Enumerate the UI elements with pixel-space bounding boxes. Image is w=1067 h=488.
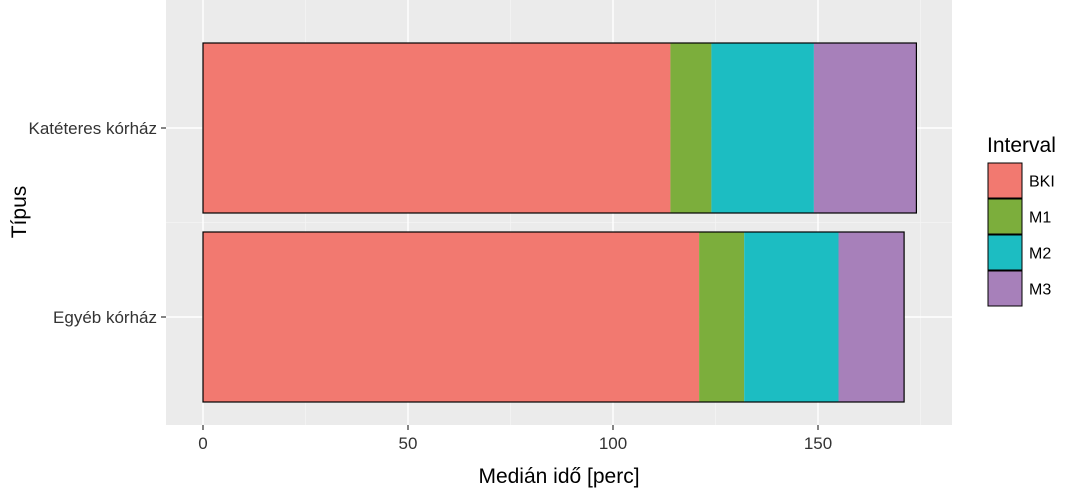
- legend-title: Interval: [987, 134, 1056, 157]
- bar-segment-m2: [744, 232, 839, 402]
- legend: Interval BKI M1 M2 M3: [987, 134, 1056, 307]
- bar-segment-m3: [813, 43, 917, 213]
- x-tick-label: 100: [599, 434, 627, 453]
- y-axis-title: Típus: [8, 186, 31, 239]
- bar-outline: [202, 231, 905, 403]
- x-axis-title: Medián idő [perc]: [478, 465, 639, 488]
- legend-key-m3: [987, 270, 1023, 307]
- legend-label: M3: [1029, 282, 1051, 299]
- legend-label: BKI: [1029, 174, 1055, 191]
- y-axis: Katéteres kórház Egyéb kórház: [28, 119, 166, 327]
- legend-label: M1: [1029, 210, 1051, 227]
- bar-segment-bki: [203, 232, 700, 402]
- legend-label: M2: [1029, 246, 1051, 263]
- bars: [202, 42, 918, 403]
- x-tick-label: 0: [198, 434, 207, 453]
- legend-key-bki: [987, 162, 1023, 199]
- bar-segment-m2: [711, 43, 814, 213]
- legend-key-m1: [987, 198, 1023, 235]
- bar-segment-m1: [699, 232, 745, 402]
- bar-segment-m1: [670, 43, 712, 213]
- legend-key-m2: [987, 234, 1023, 271]
- y-tick-label: Egyéb kórház: [53, 308, 157, 327]
- x-tick-label: 50: [399, 434, 418, 453]
- x-tick-label: 150: [804, 434, 832, 453]
- x-axis: 0 50 100 150: [198, 425, 832, 453]
- bar-segment-bki: [203, 43, 671, 213]
- bar-outline: [202, 42, 918, 214]
- bar-segment-m3: [838, 232, 905, 402]
- y-tick-label: Katéteres kórház: [28, 119, 157, 138]
